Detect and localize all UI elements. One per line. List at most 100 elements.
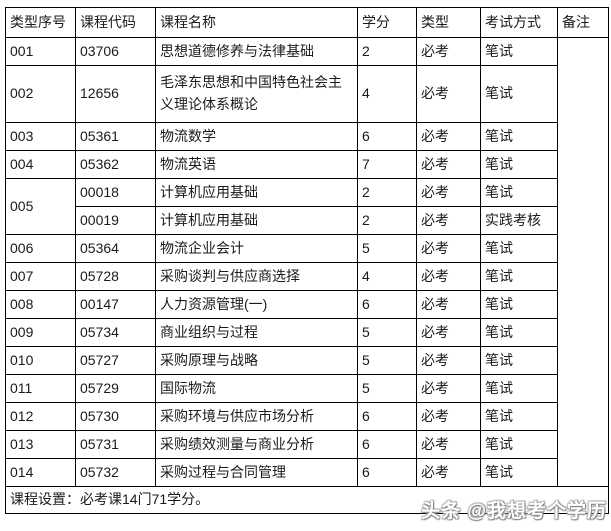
cell-exam: 笔试 bbox=[480, 262, 558, 291]
cell-name: 采购环境与供应市场分析 bbox=[155, 402, 358, 431]
cell-type: 必考 bbox=[416, 374, 481, 403]
cell-code: 00018 bbox=[75, 178, 156, 207]
cell-seq: 009 bbox=[5, 318, 76, 347]
cell-name: 物流英语 bbox=[155, 150, 358, 179]
col-header-type: 类型 bbox=[416, 7, 481, 38]
cell-type: 必考 bbox=[416, 290, 481, 319]
cell-exam: 实践考核 bbox=[480, 206, 558, 235]
cell-credits: 6 bbox=[357, 290, 417, 319]
cell-exam: 笔试 bbox=[480, 430, 558, 459]
cell-code: 05728 bbox=[75, 262, 156, 291]
cell-credits: 2 bbox=[357, 178, 417, 207]
cell-exam: 笔试 bbox=[480, 374, 558, 403]
cell-name: 计算机应用基础 bbox=[155, 178, 358, 207]
cell-seq: 002 bbox=[5, 65, 76, 123]
cell-seq: 012 bbox=[5, 402, 76, 431]
cell-seq: 008 bbox=[5, 290, 76, 319]
cell-seq: 011 bbox=[5, 374, 76, 403]
cell-type: 必考 bbox=[416, 122, 481, 151]
cell-exam: 笔试 bbox=[480, 234, 558, 263]
cell-exam: 笔试 bbox=[480, 37, 558, 66]
col-header-seq: 类型序号 bbox=[5, 7, 76, 38]
cell-code: 00147 bbox=[75, 290, 156, 319]
cell-credits: 2 bbox=[357, 206, 417, 235]
table-row: 014 05732 采购过程与合同管理 6 必考 笔试 bbox=[5, 458, 609, 487]
cell-seq: 006 bbox=[5, 234, 76, 263]
cell-credits: 6 bbox=[357, 430, 417, 459]
cell-credits: 5 bbox=[357, 234, 417, 263]
cell-credits: 5 bbox=[357, 346, 417, 375]
cell-name: 毛泽东思想和中国特色社会主义理论体系概论 bbox=[155, 65, 358, 123]
col-header-exam: 考试方式 bbox=[480, 7, 558, 38]
cell-credits: 4 bbox=[357, 65, 417, 123]
cell-type: 必考 bbox=[416, 402, 481, 431]
table-row: 001 03706 思想道德修养与法律基础 2 必考 笔试 bbox=[5, 37, 609, 487]
cell-seq: 007 bbox=[5, 262, 76, 291]
cell-type: 必考 bbox=[416, 206, 481, 235]
cell-seq: 014 bbox=[5, 458, 76, 487]
cell-seq: 013 bbox=[5, 430, 76, 459]
cell-code: 05730 bbox=[75, 402, 156, 431]
table-footer-note: 课程设置：必考课14门71学分。 bbox=[5, 486, 609, 514]
table-row: 010 05727 采购原理与战略 5 必考 笔试 bbox=[5, 346, 609, 375]
cell-code: 05729 bbox=[75, 374, 156, 403]
cell-credits: 6 bbox=[357, 122, 417, 151]
cell-exam: 笔试 bbox=[480, 290, 558, 319]
cell-code: 05732 bbox=[75, 458, 156, 487]
cell-credits: 4 bbox=[357, 262, 417, 291]
table-row: 007 05728 采购谈判与供应商选择 4 必考 笔试 bbox=[5, 262, 609, 291]
cell-name: 人力资源管理(一) bbox=[155, 290, 358, 319]
table-row: 003 05361 物流数学 6 必考 笔试 bbox=[5, 122, 609, 151]
watermark: 头条 @我想考个学历 bbox=[421, 501, 607, 522]
cell-credits: 6 bbox=[357, 402, 417, 431]
table-row: 005 00018 计算机应用基础 2 必考 笔试 bbox=[5, 178, 609, 235]
footer-row: 课程设置：必考课14门71学分。 bbox=[5, 486, 609, 514]
cell-exam: 笔试 bbox=[480, 318, 558, 347]
cell-code: 05361 bbox=[75, 122, 156, 151]
table-row: 008 00147 人力资源管理(一) 6 必考 笔试 bbox=[5, 290, 609, 319]
header-row: 类型序号 课程代码 课程名称 学分 类型 考试方式 备注 bbox=[5, 7, 609, 38]
cell-type: 必考 bbox=[416, 458, 481, 487]
cell-name: 物流企业会计 bbox=[155, 234, 358, 263]
cell-exam: 笔试 bbox=[480, 402, 558, 431]
cell-type: 必考 bbox=[416, 234, 481, 263]
table-row: 004 05362 物流英语 7 必考 笔试 bbox=[5, 150, 609, 179]
cell-seq: 010 bbox=[5, 346, 76, 375]
table-row: 00019 计算机应用基础 2 必考 实践考核 bbox=[6, 206, 609, 235]
cell-seq: 003 bbox=[5, 122, 76, 151]
cell-seq-merged: 005 bbox=[5, 178, 76, 235]
cell-exam: 笔试 bbox=[480, 122, 558, 151]
table-row: 013 05731 采购绩效测量与商业分析 6 必考 笔试 bbox=[5, 430, 609, 459]
cell-name: 采购绩效测量与商业分析 bbox=[155, 430, 358, 459]
cell-code: 05731 bbox=[75, 430, 156, 459]
cell-name: 采购过程与合同管理 bbox=[155, 458, 358, 487]
col-header-remark: 备注 bbox=[557, 7, 609, 38]
cell-seq: 001 bbox=[5, 37, 76, 66]
table-row: 012 05730 采购环境与供应市场分析 6 必考 笔试 bbox=[5, 402, 609, 431]
cell-type: 必考 bbox=[416, 150, 481, 179]
cell-credits: 7 bbox=[357, 150, 417, 179]
cell-type: 必考 bbox=[416, 37, 481, 66]
table-row: 002 12656 毛泽东思想和中国特色社会主义理论体系概论 4 必考 笔试 bbox=[5, 65, 609, 123]
cell-type: 必考 bbox=[416, 178, 481, 207]
cell-exam: 笔试 bbox=[480, 346, 558, 375]
table-row: 009 05734 商业组织与过程 5 必考 笔试 bbox=[5, 318, 609, 347]
col-header-name: 课程名称 bbox=[155, 7, 358, 38]
cell-credits: 5 bbox=[357, 374, 417, 403]
cell-type: 必考 bbox=[416, 65, 481, 123]
cell-code: 00019 bbox=[75, 206, 156, 235]
cell-type: 必考 bbox=[416, 318, 481, 347]
cell-remark-merged bbox=[557, 37, 609, 487]
cell-name: 采购原理与战略 bbox=[155, 346, 358, 375]
cell-exam: 笔试 bbox=[480, 65, 558, 123]
cell-type: 必考 bbox=[416, 262, 481, 291]
cell-name: 商业组织与过程 bbox=[155, 318, 358, 347]
cell-name: 采购谈判与供应商选择 bbox=[155, 262, 358, 291]
cell-credits: 6 bbox=[357, 458, 417, 487]
cell-code: 03706 bbox=[75, 37, 156, 66]
cell-code: 05362 bbox=[75, 150, 156, 179]
cell-code: 05727 bbox=[75, 346, 156, 375]
cell-exam: 笔试 bbox=[480, 178, 558, 207]
cell-name: 思想道德修养与法律基础 bbox=[155, 37, 358, 66]
